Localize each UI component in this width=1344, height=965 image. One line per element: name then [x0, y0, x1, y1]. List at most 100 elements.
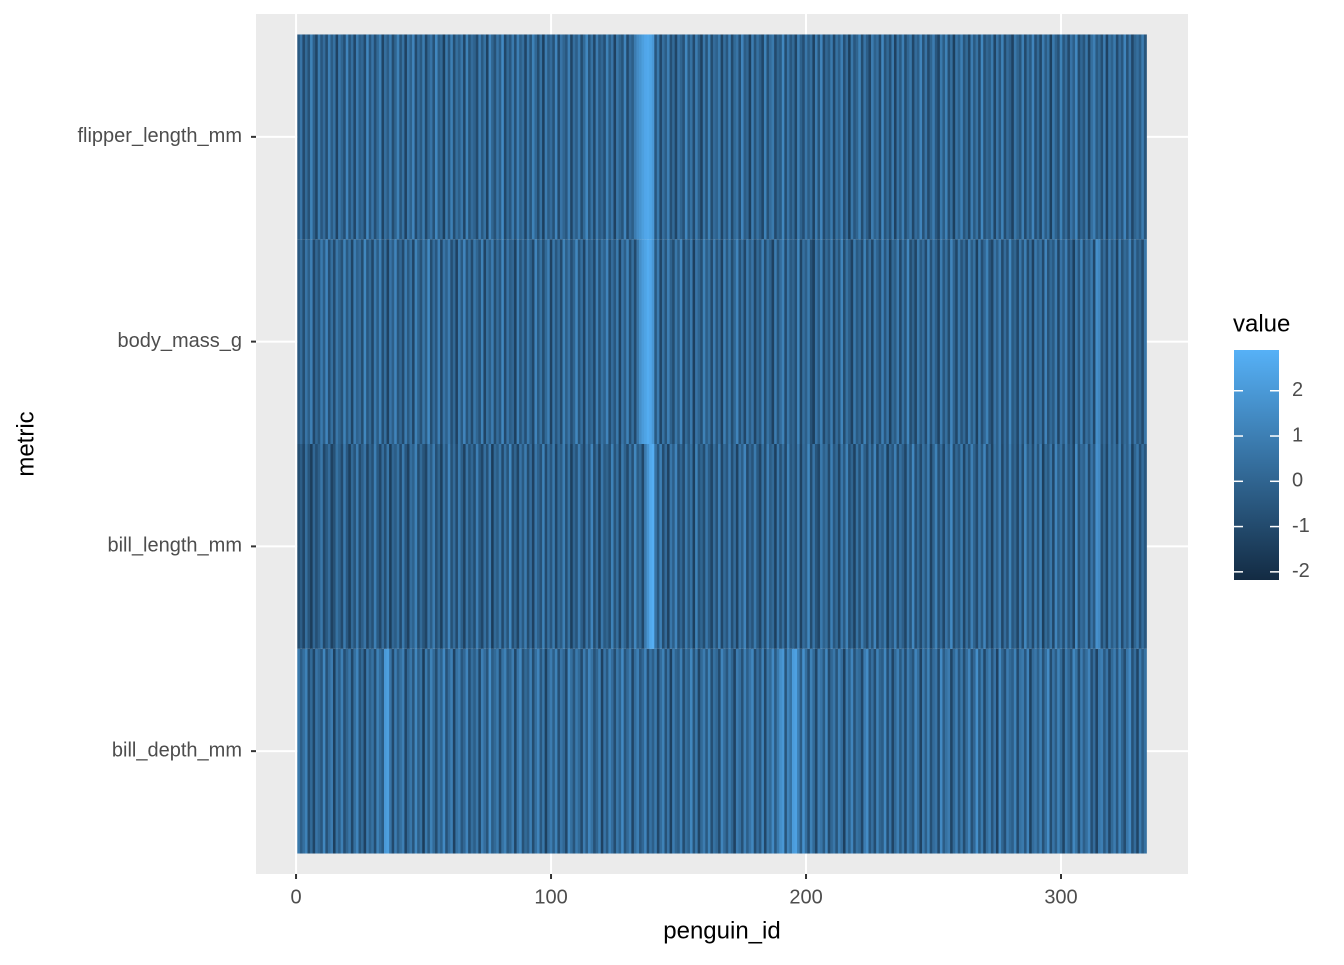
tile	[1131, 444, 1135, 649]
tile	[1057, 648, 1061, 854]
tile	[1016, 34, 1020, 240]
tile	[1011, 239, 1015, 444]
tile	[878, 444, 882, 649]
tile	[916, 34, 920, 240]
tile	[542, 34, 546, 240]
tile	[695, 34, 699, 240]
tile	[519, 648, 523, 854]
tile	[751, 444, 755, 649]
tile	[853, 444, 857, 649]
tile	[858, 239, 862, 444]
tile	[947, 239, 951, 444]
legend-label: 1	[1292, 424, 1303, 446]
tile	[791, 648, 795, 854]
tile	[514, 648, 518, 854]
tile	[728, 648, 732, 854]
tile	[725, 648, 729, 854]
tile	[1059, 648, 1063, 854]
tile	[738, 239, 742, 444]
tile	[366, 444, 370, 649]
tile	[906, 239, 910, 444]
tile	[707, 34, 711, 240]
tile	[993, 34, 997, 240]
tile	[1041, 34, 1045, 240]
tile	[1067, 34, 1071, 240]
tile	[368, 34, 372, 240]
tile	[697, 239, 701, 444]
tile	[1085, 239, 1089, 444]
tile	[353, 444, 357, 649]
tile	[486, 648, 489, 854]
tile	[605, 444, 609, 649]
tile	[914, 444, 918, 649]
tile	[345, 648, 349, 854]
tile	[891, 444, 895, 649]
tile	[784, 239, 788, 444]
tile	[580, 648, 584, 854]
tile	[371, 444, 375, 649]
tile	[1105, 34, 1109, 240]
tile	[567, 648, 571, 854]
tile	[320, 239, 324, 444]
tile	[1059, 34, 1063, 240]
tile	[534, 239, 538, 444]
tile	[572, 239, 576, 444]
tile	[399, 239, 403, 444]
tile	[447, 444, 451, 649]
tile	[570, 648, 574, 854]
tile	[845, 648, 849, 854]
tile	[325, 34, 329, 240]
tile	[906, 444, 910, 649]
tile	[899, 648, 903, 854]
tile	[791, 34, 795, 240]
tile	[348, 239, 352, 444]
tile	[723, 34, 727, 240]
tile	[669, 648, 673, 854]
tile	[876, 239, 880, 444]
tile	[455, 239, 459, 444]
tile	[424, 239, 428, 444]
tile	[845, 34, 849, 240]
tile	[868, 34, 872, 240]
tile	[468, 444, 472, 649]
tile	[993, 648, 997, 854]
tile	[1011, 34, 1015, 240]
tile	[437, 34, 441, 240]
tile	[753, 444, 757, 649]
tile	[799, 648, 803, 854]
tile	[529, 648, 533, 854]
tile	[888, 239, 892, 444]
tile	[1113, 34, 1117, 240]
tile	[695, 239, 699, 444]
tile	[1103, 444, 1107, 649]
tile	[417, 648, 421, 854]
tile	[1046, 444, 1050, 649]
tile	[730, 34, 734, 240]
tile	[317, 34, 321, 240]
tile	[399, 34, 403, 240]
tile	[952, 444, 956, 649]
tile	[812, 648, 816, 854]
tile	[327, 239, 331, 444]
tile	[858, 648, 862, 854]
tile	[386, 34, 390, 240]
tile	[381, 34, 385, 240]
tile	[638, 34, 642, 240]
tile	[559, 239, 563, 444]
tile	[746, 239, 750, 444]
tile	[457, 34, 461, 240]
tile	[654, 444, 658, 649]
tile	[835, 239, 839, 444]
tile	[1126, 648, 1129, 854]
tile	[588, 444, 591, 649]
tile	[463, 648, 467, 854]
tile	[649, 648, 653, 854]
tile	[644, 239, 648, 444]
tile	[432, 34, 436, 240]
tile	[774, 444, 778, 649]
tile	[651, 444, 655, 649]
tile	[544, 444, 548, 649]
tile	[932, 34, 936, 240]
tile	[1105, 648, 1109, 854]
tile	[1095, 239, 1099, 444]
